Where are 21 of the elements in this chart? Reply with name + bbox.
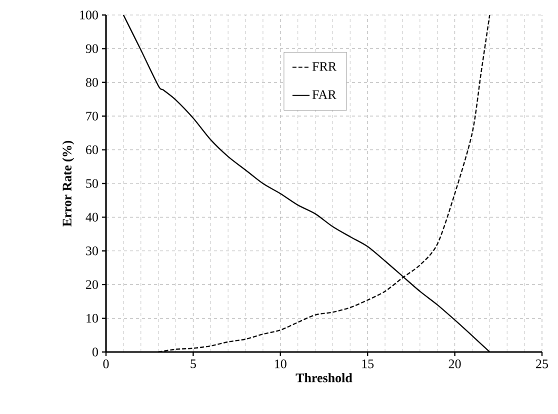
y-axis-title: Error Rate (%) [62,140,74,226]
x-tick-label: 10 [275,360,286,368]
y-tick-label: 0 [92,348,98,356]
x-tick-label: 20 [448,360,461,368]
y-tick-label: 10 [86,314,98,323]
x-tick-label: 0 [103,360,109,368]
y-tick-label: 100 [80,10,98,20]
y-tick-label: 30 [86,246,98,256]
x-tick-label: 25 [536,360,548,368]
legend-label: FRR [312,62,337,71]
x-tick-label: 5 [190,360,196,368]
legend-label: FAR [312,90,336,99]
y-tick-label: 90 [86,44,98,54]
y-tick-label: 50 [86,179,98,188]
x-tick-label: 15 [362,360,374,368]
y-tick-label: 60 [86,145,98,154]
y-tick-label: 70 [86,112,98,120]
y-tick-label: 80 [86,78,98,87]
x-axis-title: Threshold [296,373,352,382]
y-tick-label: 40 [86,212,98,222]
y-tick-label: 20 [86,280,98,289]
